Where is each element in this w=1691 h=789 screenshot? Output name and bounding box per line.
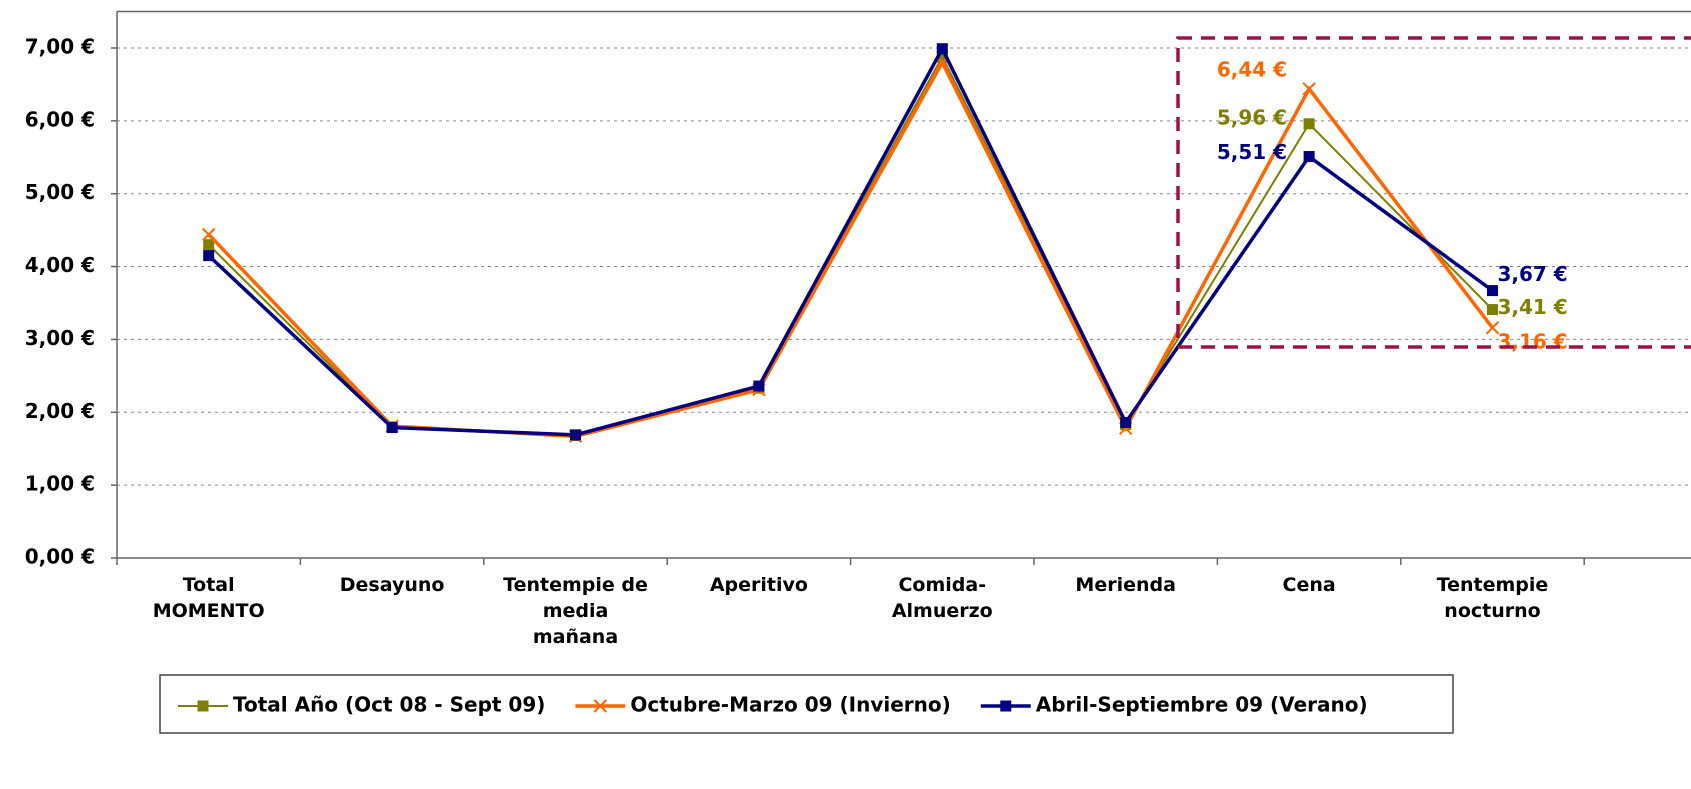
- data-label: 3,16 €: [1498, 329, 1568, 353]
- marker: [1302, 82, 1316, 96]
- data-label: 3,41 €: [1498, 295, 1568, 319]
- x-tick-label: Cena: [1282, 574, 1336, 596]
- marker: [1303, 118, 1315, 130]
- marker: [593, 699, 608, 713]
- legend-label: Abril-Septiembre 09 (Verano): [1036, 693, 1368, 717]
- data-label: 3,67 €: [1498, 262, 1568, 286]
- marker: [1000, 700, 1012, 712]
- y-tick-label: 3,00 €: [25, 326, 95, 350]
- marker: [570, 429, 581, 441]
- x-tick-label: Comida- Almuerzo: [891, 574, 993, 622]
- y-tick-label: 4,00 €: [25, 253, 95, 277]
- marker: [386, 422, 398, 434]
- x-tick-label: Tentempie de media mañana: [503, 574, 648, 648]
- y-tick-label: 7,00 €: [25, 34, 95, 58]
- marker: [1485, 321, 1500, 335]
- marker: [936, 43, 948, 55]
- marker: [936, 51, 948, 63]
- series-line: [207, 58, 1494, 439]
- legend-box: [159, 674, 1454, 734]
- marker: [1303, 151, 1315, 163]
- marker: [753, 380, 765, 392]
- y-tick-label: 6,00 €: [25, 107, 95, 131]
- marker: [203, 250, 215, 262]
- x-tick-label: Merienda: [1075, 574, 1176, 596]
- highlight-box: [1176, 36, 1691, 349]
- y-tick-label: 5,00 €: [25, 180, 95, 204]
- marker: [1120, 416, 1132, 428]
- data-label: 5,96 €: [1217, 105, 1287, 129]
- legend-label: Total Año (Oct 08 - Sept 09): [233, 693, 545, 717]
- y-tick-label: 1,00 €: [25, 472, 95, 496]
- x-tick-label: Desayuno: [339, 574, 445, 596]
- data-label: 5,51 €: [1217, 140, 1287, 164]
- legend-label: Octubre-Marzo 09 (Invierno): [630, 693, 950, 717]
- marker: [203, 239, 215, 251]
- data-label: 6,44 €: [1217, 57, 1287, 81]
- marker: [201, 227, 216, 242]
- y-tick-label: 2,00 €: [25, 399, 95, 423]
- marker: [1487, 304, 1498, 316]
- x-tick-label: Aperitivo: [709, 574, 808, 596]
- marker: [1487, 285, 1498, 297]
- x-tick-label: Tentempie nocturno: [1436, 574, 1549, 622]
- series-line: [207, 54, 1494, 437]
- series-line: [207, 44, 1494, 437]
- y-tick-label: 0,00 €: [25, 545, 95, 569]
- marker: [197, 700, 209, 712]
- x-tick-label: Total MOMENTO: [152, 574, 265, 622]
